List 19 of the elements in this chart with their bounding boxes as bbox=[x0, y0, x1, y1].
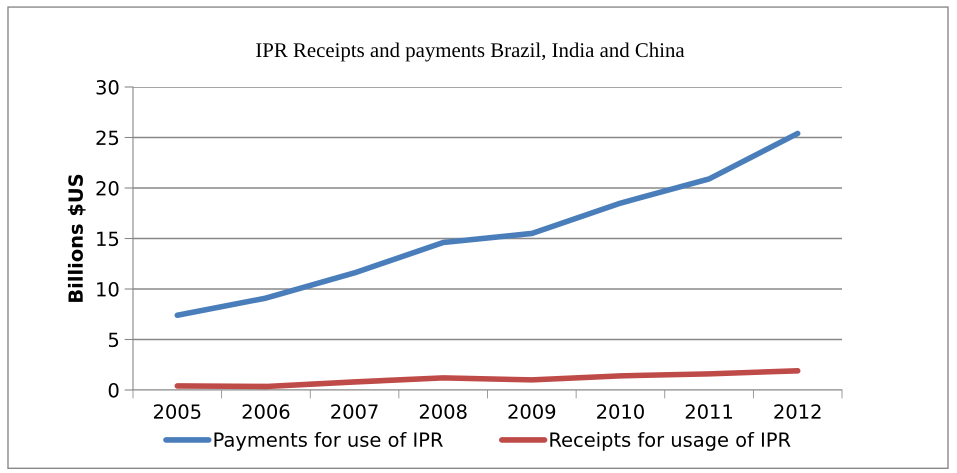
y-tick-label: 20 bbox=[96, 180, 119, 196]
y-tick-label: 25 bbox=[96, 130, 118, 146]
y-tick-label: 15 bbox=[97, 232, 118, 246]
x-tick-label: 2009 bbox=[508, 404, 556, 419]
x-tick-label: 2011 bbox=[686, 404, 732, 419]
x-tick-label: 2012 bbox=[774, 404, 820, 419]
x-tick-label: 2010 bbox=[597, 404, 644, 419]
y-tick-label: 10 bbox=[97, 282, 119, 297]
x-tick-label: 2008 bbox=[420, 404, 467, 419]
y-axis-title: Billions $US bbox=[68, 174, 86, 302]
y-tick-label: 30 bbox=[96, 80, 119, 95]
y-tick-label: 5 bbox=[108, 332, 118, 348]
x-tick-label: 2007 bbox=[331, 404, 378, 419]
x-tick-label: 2006 bbox=[242, 404, 290, 419]
chart-title: IPR Receipts and payments Brazil, India and China bbox=[256, 42, 684, 62]
x-tick-label: 2005 bbox=[154, 404, 200, 419]
legend-label: Payments for use of IPR bbox=[214, 432, 443, 451]
y-tick-label: 0 bbox=[108, 382, 119, 398]
legend-label: Receipts for usage of IPR bbox=[550, 432, 790, 451]
